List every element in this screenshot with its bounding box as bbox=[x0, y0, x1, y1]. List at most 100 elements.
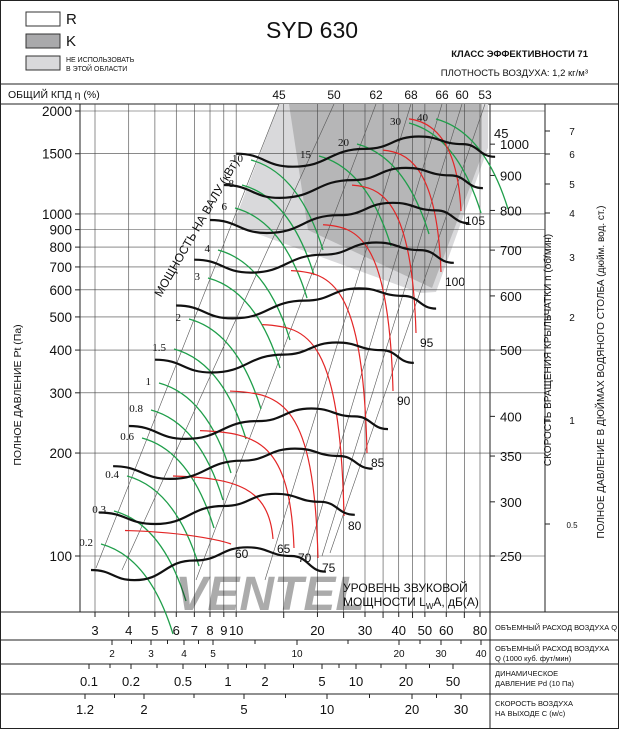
scale-1-value-3: 1 bbox=[224, 674, 231, 689]
power-line-9 bbox=[217, 249, 291, 341]
power-label-7: 2 bbox=[176, 312, 182, 324]
legend-swatch-0 bbox=[25, 11, 61, 27]
power-label-12: 10 bbox=[232, 153, 244, 165]
x-tick-label-12: 60 bbox=[439, 623, 453, 638]
sound-line-6 bbox=[322, 224, 394, 392]
speed-value-3: 400 bbox=[500, 409, 522, 424]
power-label-14: 20 bbox=[338, 137, 350, 149]
power-label-11: 8 bbox=[229, 178, 235, 190]
fan-curve-250 bbox=[90, 546, 326, 582]
power-line-3 bbox=[141, 437, 215, 529]
scale-1-value-8: 50 bbox=[446, 674, 460, 689]
scale-2-value-3: 10 bbox=[320, 702, 334, 717]
efficiency-ray-6 bbox=[329, 103, 486, 554]
fan-curve-700 bbox=[194, 241, 454, 274]
x-tick-label-0: 3 bbox=[91, 623, 98, 638]
power-line-15 bbox=[408, 122, 482, 214]
power-line-8 bbox=[207, 277, 281, 369]
power-label-8: 3 bbox=[195, 271, 201, 283]
sound-label-8: 100 bbox=[445, 275, 465, 289]
inch-tick-label-4: 4 bbox=[569, 209, 575, 220]
speed-value-7: 800 bbox=[500, 203, 522, 218]
sound-line-3 bbox=[229, 390, 319, 559]
power-line-11 bbox=[241, 184, 315, 276]
fan-curve-400 bbox=[128, 407, 389, 441]
scale-1-value-0: 0.1 bbox=[80, 674, 98, 689]
sound-axis-label: УРОВЕНЬ ЗВУКОВОЙ bbox=[343, 580, 468, 595]
efficiency-value-0: 45 bbox=[272, 88, 286, 102]
efficiency-value-6: 53 bbox=[478, 88, 492, 102]
chart-title: SYD 630 bbox=[266, 17, 358, 43]
power-label-16: 40 bbox=[417, 112, 429, 124]
power-label-0: 0.2 bbox=[79, 537, 93, 549]
y-tick-label-8: 900 bbox=[49, 223, 72, 238]
fan-curve-300 bbox=[98, 492, 355, 526]
sound-line-0 bbox=[124, 529, 232, 545]
power-label-5: 1 bbox=[146, 376, 152, 388]
speed-value-0: 250 bbox=[500, 549, 522, 564]
power-line-12 bbox=[250, 159, 324, 251]
legend-swatch-2 bbox=[25, 55, 61, 71]
sound-line-8 bbox=[382, 149, 442, 273]
scale-0-value-3: 5 bbox=[210, 649, 216, 660]
speed-value-9: 1000 bbox=[500, 137, 529, 152]
efficiency-ray-0 bbox=[95, 103, 280, 569]
legend-label-2: НЕ ИСПОЛЬЗОВАТЬ В ЭТОЙ ОБЛАСТИ bbox=[66, 57, 135, 73]
sound-label-7: 95 bbox=[420, 336, 434, 350]
sound-label-0: 60 bbox=[235, 547, 249, 561]
sound-label-1: 65 bbox=[277, 542, 291, 556]
efficiency-value-5: 60 bbox=[455, 88, 469, 102]
x-tick-label-6: 9 bbox=[220, 623, 227, 638]
inch-tick-label-0: 0.5 bbox=[566, 521, 578, 530]
fan-curve-350 bbox=[113, 447, 373, 481]
scale-2-value-2: 5 bbox=[240, 702, 247, 717]
power-line-13 bbox=[318, 155, 392, 247]
power-label-3: 0.6 bbox=[120, 431, 134, 443]
scale-0-label: ОБЪЕМНЫЙ РАСХОД ВОЗДУХА Q (1000 куб. фут/… bbox=[495, 644, 609, 663]
power-line-0 bbox=[100, 543, 174, 635]
power-line-14 bbox=[356, 143, 430, 235]
scale-0-value-4: 10 bbox=[291, 649, 303, 660]
inch-axis-label: ПОЛНОЕ ДАВЛЕНИЕ В ДЮЙМАХ ВОДЯНОГО СТОЛБА… bbox=[594, 206, 607, 539]
scale-1-value-7: 20 bbox=[399, 674, 413, 689]
scale-1-value-1: 0.2 bbox=[122, 674, 140, 689]
sound-axis-label-line2: МОЩНОСТИ LWA, дБ(A) bbox=[343, 595, 479, 611]
speed-extra-label: 45 bbox=[494, 126, 508, 141]
y-tick-label-5: 600 bbox=[49, 283, 72, 298]
speed-value-5: 600 bbox=[500, 289, 522, 304]
scale-2-label: СКОРОСТЬ ВОЗДУХА НА ВЫХОДЕ C (м/с) bbox=[495, 699, 573, 718]
y-tick-label-3: 400 bbox=[49, 343, 72, 358]
power-label-9: 4 bbox=[205, 243, 211, 255]
x-tick-label-5: 8 bbox=[206, 623, 213, 638]
y-tick-label-2: 300 bbox=[49, 386, 72, 401]
y-tick-label-7: 800 bbox=[49, 240, 72, 255]
y-tick-label-6: 700 bbox=[49, 260, 72, 275]
power-label-10: 6 bbox=[222, 201, 228, 213]
x-tick-label-4: 7 bbox=[191, 623, 198, 638]
inch-tick-label-2: 2 bbox=[569, 313, 575, 324]
power-line-4 bbox=[150, 409, 224, 501]
power-label-4: 0.8 bbox=[129, 403, 143, 415]
speed-value-8: 900 bbox=[500, 168, 522, 183]
sound-label-6: 90 bbox=[397, 394, 411, 408]
power-label-2: 0.4 bbox=[105, 469, 119, 481]
efficiency-value-4: 66 bbox=[435, 88, 449, 102]
power-line-2 bbox=[126, 475, 200, 567]
fan-curve-800 bbox=[209, 201, 470, 235]
sound-line-7 bbox=[351, 184, 417, 334]
x-tick-label-1: 4 bbox=[125, 623, 132, 638]
x-axis-label: ОБЪЕМНЫЙ РАСХОД ВОЗДУХА Q (1000 м³/ч) bbox=[495, 623, 619, 632]
sound-line-4 bbox=[261, 323, 345, 517]
efficiency-value-1: 50 bbox=[327, 88, 341, 102]
y-tick-label-1: 200 bbox=[49, 446, 72, 461]
fan-curve-900 bbox=[223, 166, 483, 200]
y-tick-label-9: 1000 bbox=[42, 207, 72, 222]
scale-2-value-5: 30 bbox=[454, 702, 468, 717]
scale-1-value-2: 0.5 bbox=[174, 674, 192, 689]
power-line-16 bbox=[435, 118, 509, 210]
y-tick-label-10: 1500 bbox=[42, 147, 72, 162]
fan-curve-1000 bbox=[236, 135, 496, 168]
efficiency-value-3: 68 bbox=[404, 88, 418, 102]
efficiency-class: КЛАСС ЭФФЕКТИВНОСТИ 71 bbox=[451, 49, 588, 60]
inch-tick-label-7: 7 bbox=[569, 127, 575, 138]
